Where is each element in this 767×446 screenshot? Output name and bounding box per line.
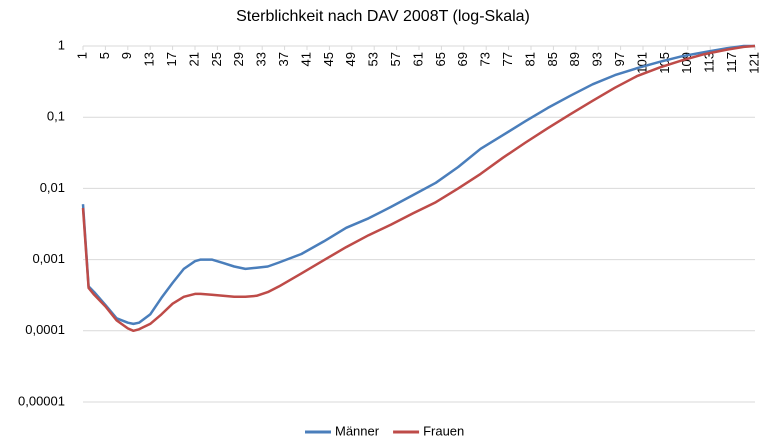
x-tick-label: 5 [97, 52, 112, 59]
y-tick-label: 0,1 [47, 109, 65, 124]
x-tick-label: 45 [321, 52, 336, 66]
x-tick-label: 49 [343, 52, 358, 66]
y-tick-label: 0,001 [32, 251, 65, 266]
x-tick-label: 1 [74, 52, 89, 59]
x-tick-label: 9 [119, 52, 134, 59]
y-tick-label: 0,00001 [18, 393, 65, 408]
x-tick-label: 13 [142, 52, 157, 66]
x-tick-label: 41 [298, 52, 313, 66]
y-tick-label: 1 [58, 37, 65, 52]
x-tick-label: 101 [634, 52, 649, 74]
x-tick-label: 21 [186, 52, 201, 66]
x-tick-label: 57 [388, 52, 403, 66]
x-tick-label: 17 [164, 52, 179, 66]
x-tick-label: 29 [231, 52, 246, 66]
x-tick-label: 37 [276, 52, 291, 66]
x-tick-label: 85 [545, 52, 560, 66]
chart-title: Sterblichkeit nach DAV 2008T (log-Skala) [236, 8, 530, 25]
x-tick-label: 77 [500, 52, 515, 66]
x-tick-label: 61 [410, 52, 425, 66]
series-line [81, 44, 756, 333]
x-tick-label: 121 [746, 52, 761, 74]
x-tick-label: 69 [455, 52, 470, 66]
x-tick-label: 73 [478, 52, 493, 66]
x-tick-label: 93 [590, 52, 605, 66]
legend-label: Männer [335, 423, 380, 438]
x-tick-label: 113 [702, 52, 717, 73]
series-line [81, 44, 755, 326]
y-tick-label: 0,01 [40, 180, 65, 195]
x-tick-label: 25 [209, 52, 224, 66]
x-tick-label: 65 [433, 52, 448, 66]
x-tick-label: 97 [612, 52, 627, 66]
y-tick-label: 0,0001 [25, 322, 65, 337]
x-tick-label: 81 [522, 52, 537, 66]
legend-label: Frauen [423, 423, 464, 438]
x-tick-label: 117 [724, 52, 739, 73]
x-tick-label: 89 [567, 52, 582, 66]
x-tick-label: 53 [366, 52, 381, 66]
x-tick-label: 33 [254, 52, 269, 66]
